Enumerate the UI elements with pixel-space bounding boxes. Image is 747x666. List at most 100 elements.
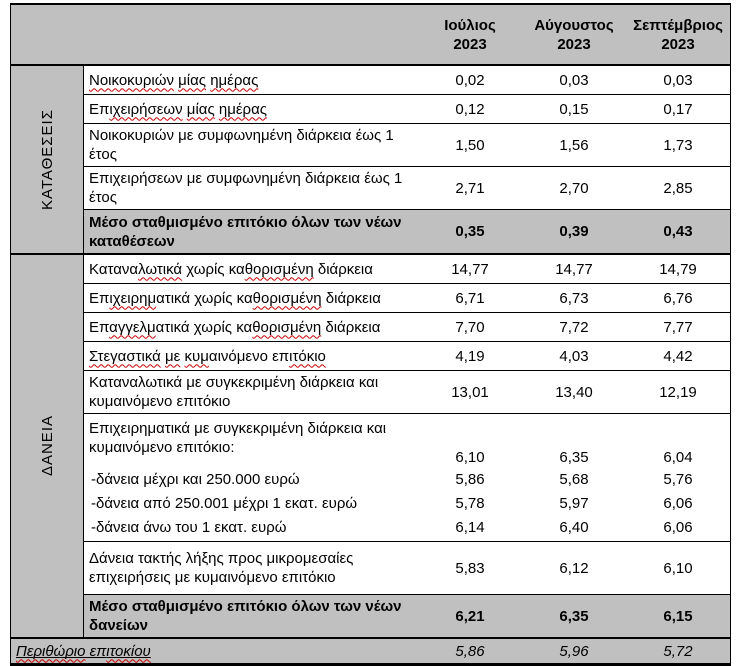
section-label-cell-deposits: ΚΑΤΑΘΕΣΕΙΣ xyxy=(11,66,84,253)
rate-value: 5,78 xyxy=(455,494,485,512)
table-row: Στεγαστικά με κυμαινόμενο επιτόκιο 4,19 … xyxy=(84,341,730,370)
rate-value: 6,04 xyxy=(663,449,693,466)
row-label: Επιχειρηματικά χωρίς καθορισμένη διάρκει… xyxy=(89,289,381,307)
group-intro-label: Επιχειρηματικά με συγκεκριμένη διάρκεια … xyxy=(89,420,387,456)
month-name: Ιούλιος xyxy=(444,16,496,34)
table-row: Επιχειρήσεων με συμφωνημένη διάρκεια έως… xyxy=(84,166,730,209)
rate-value: 1,56 xyxy=(559,136,589,154)
interest-margin-row: Περιθώριο επιτοκίου 5,86 5,96 5,72 xyxy=(11,639,730,663)
row-label: Νοικοκυριών με συμφωνημένη διάρκεια έως … xyxy=(89,127,394,163)
rate-value-stack: 6,35 5,68 5,97 6,40 xyxy=(522,414,626,541)
rate-value: 1,50 xyxy=(455,136,485,154)
year-label: 2023 xyxy=(453,35,487,53)
rate-value: 6,35 xyxy=(559,607,589,625)
rate-value: 7,77 xyxy=(663,318,693,336)
rate-value: 0,15 xyxy=(559,100,589,118)
rate-value: 5,86 xyxy=(455,470,485,488)
section-loans: ΔΑΝΕΙΑ Καταναλωτικά χωρίς καθορισμένη δι… xyxy=(11,255,730,639)
rate-value: 6,73 xyxy=(559,289,589,307)
row-label: Στεγαστικά με κυμαινόμενο επιτόκιο xyxy=(89,347,326,365)
row-label: Επιχειρήσεων με συμφωνημένη διάρκεια έως… xyxy=(89,170,403,206)
rate-value: 5,68 xyxy=(559,470,589,488)
rate-value: 14,77 xyxy=(555,260,593,278)
rate-value: 12,19 xyxy=(659,383,697,401)
rate-value: 0,12 xyxy=(455,100,485,118)
rate-value: 7,72 xyxy=(559,318,589,336)
row-label: Μέσο σταθμισμένο επιτόκιο όλων των νέων … xyxy=(89,213,402,250)
table-row: Επιχειρηματικά χωρίς καθορισμένη διάρκει… xyxy=(84,283,730,312)
rate-value: 0,43 xyxy=(663,223,693,240)
column-header-september: Σεπτέμβριος 2023 xyxy=(626,5,730,64)
rate-value: 1,73 xyxy=(663,136,693,154)
rate-value: 0,39 xyxy=(559,223,589,240)
column-header-july: Ιούλιος 2023 xyxy=(418,5,522,64)
rate-value: 5,97 xyxy=(559,494,589,512)
loans-rows: Καταναλωτικά χωρίς καθορισμένη διάρκεια … xyxy=(84,255,730,637)
rate-value: 4,19 xyxy=(455,347,485,365)
column-header-august: Αύγουστος 2023 xyxy=(522,5,626,64)
row-label: Επαγγελματικά χωρίς καθορισμένη διάρκεια xyxy=(89,318,381,336)
rate-value: 2,70 xyxy=(559,179,589,197)
group-subitem-label: -δάνεια άνω του 1 εκατ. ευρώ xyxy=(91,518,287,536)
rate-value: 6,21 xyxy=(455,607,485,625)
rate-value: 4,03 xyxy=(559,347,589,365)
rate-value: 6,12 xyxy=(559,559,589,577)
table-row: Επιχειρήσεων μίας ημέρας 0,12 0,15 0,17 xyxy=(84,94,730,123)
table-row: Νοικοκυριών μίας ημέρας 0,02 0,03 0,03 xyxy=(84,66,730,94)
row-label: Περιθώριο επιτοκίου xyxy=(16,642,151,660)
rate-value: 7,70 xyxy=(455,318,485,336)
rate-value: 5,86 xyxy=(455,642,485,660)
rate-value: 13,01 xyxy=(451,383,489,401)
interest-rates-table: Ιούλιος 2023 Αύγουστος 2023 Σεπτέμβριος … xyxy=(10,3,731,666)
vertical-section-label: ΔΑΝΕΙΑ xyxy=(38,415,56,477)
rate-value: 6,06 xyxy=(663,518,693,536)
table-row: Επαγγελματικά χωρίς καθορισμένη διάρκεια… xyxy=(84,312,730,341)
rate-value: 6,76 xyxy=(663,289,693,307)
rate-value: 14,79 xyxy=(659,260,697,278)
rate-value: 6,35 xyxy=(559,449,589,466)
rate-value: 0,35 xyxy=(455,223,485,240)
rate-value: 0,02 xyxy=(455,71,485,89)
rate-value: 6,40 xyxy=(559,518,589,536)
rate-value: 6,10 xyxy=(663,559,693,577)
row-label: Καταναλωτικά με συγκεκριμένη διάρκεια κα… xyxy=(89,374,379,410)
summary-row-deposits: Μέσο σταθμισμένο επιτόκιο όλων των νέων … xyxy=(84,209,730,253)
summary-row-loans: Μέσο σταθμισμένο επιτόκιο όλων των νέων … xyxy=(84,594,730,637)
rate-value-stack: 6,04 5,76 6,06 6,06 xyxy=(626,414,730,541)
rate-value-stack: 6,10 5,86 5,78 6,14 xyxy=(418,414,522,541)
row-label: Δάνεια τακτής λήξης προς μικρομεσαίες επ… xyxy=(89,550,354,586)
row-label: Νοικοκυριών μίας ημέρας xyxy=(89,71,259,89)
row-label-group: Επιχειρηματικά με συγκεκριμένη διάρκεια … xyxy=(84,414,418,541)
row-label: Καταναλωτικά χωρίς καθορισμένη διάρκεια xyxy=(89,260,373,278)
rate-value: 0,17 xyxy=(663,100,693,118)
vertical-section-label: ΚΑΤΑΘΕΣΕΙΣ xyxy=(38,108,56,211)
rate-value: 5,72 xyxy=(663,642,693,660)
group-subitem-label: -δάνεια μέχρι και 250.000 ευρώ xyxy=(91,470,300,488)
rate-value: 2,85 xyxy=(663,179,693,197)
table-row: Καταναλωτικά χωρίς καθορισμένη διάρκεια … xyxy=(84,255,730,283)
rate-value: 5,76 xyxy=(663,470,693,488)
deposits-rows: Νοικοκυριών μίας ημέρας 0,02 0,03 0,03 Ε… xyxy=(84,66,730,253)
rate-value: 13,40 xyxy=(555,383,593,401)
row-label: Επιχειρήσεων μίας ημέρας xyxy=(89,100,267,118)
row-label: Μέσο σταθμισμένο επιτόκιο όλων των νέων … xyxy=(89,598,402,634)
table-row-business-loans-group: Επιχειρηματικά με συγκεκριμένη διάρκεια … xyxy=(84,413,730,541)
rate-value: 2,71 xyxy=(455,179,485,197)
table-header-row: Ιούλιος 2023 Αύγουστος 2023 Σεπτέμβριος … xyxy=(11,5,730,66)
rate-value: 5,96 xyxy=(559,642,589,660)
table-row: Νοικοκυριών με συμφωνημένη διάρκεια έως … xyxy=(84,123,730,166)
group-subitem-label: -δάνεια από 250.001 μέχρι 1 εκατ. ευρώ xyxy=(91,494,358,512)
rate-value: 0,03 xyxy=(663,71,693,89)
table-row: Δάνεια τακτής λήξης προς μικρομεσαίες επ… xyxy=(84,541,730,594)
table-row: Καταναλωτικά με συγκεκριμένη διάρκεια κα… xyxy=(84,370,730,413)
section-deposits: ΚΑΤΑΘΕΣΕΙΣ Νοικοκυριών μίας ημέρας 0,02 … xyxy=(11,66,730,255)
rate-value: 6,14 xyxy=(455,518,485,536)
rate-value: 0,03 xyxy=(559,71,589,89)
rate-value: 6,15 xyxy=(663,607,693,625)
year-label: 2023 xyxy=(661,35,695,53)
month-name: Αύγουστος xyxy=(534,16,614,34)
year-label: 2023 xyxy=(557,35,591,53)
rate-value: 6,71 xyxy=(455,289,485,307)
rate-value: 6,10 xyxy=(455,449,485,466)
rate-value: 14,77 xyxy=(451,260,489,278)
